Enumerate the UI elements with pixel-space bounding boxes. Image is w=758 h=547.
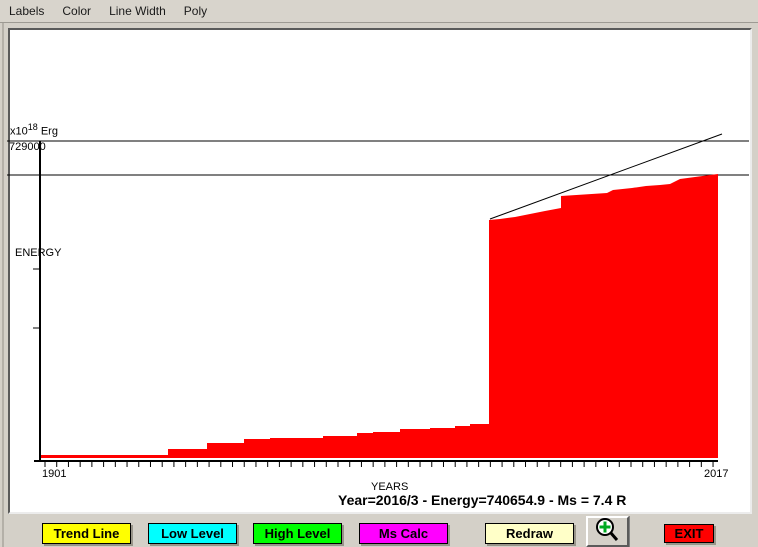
exit-button[interactable]: EXIT	[664, 524, 714, 543]
x-max-tick-label: 2017	[704, 468, 729, 480]
magnifier-plus-icon	[594, 517, 622, 546]
high-level-button[interactable]: High Level	[253, 523, 342, 544]
ms-calc-button[interactable]: Ms Calc	[359, 523, 448, 544]
menu-bar: Labels Color Line Width Poly	[0, 0, 758, 23]
status-readout: Year=2016/3 - Energy=740654.9 - Ms = 7.4…	[338, 492, 627, 508]
trend-line-button[interactable]: Trend Line	[42, 523, 131, 544]
zoom-button[interactable]	[586, 516, 629, 547]
y-axis-title: ENERGY	[15, 245, 61, 261]
menu-labels[interactable]: Labels	[9, 4, 45, 18]
redraw-button[interactable]: Redraw	[485, 523, 574, 544]
window-edge	[2, 0, 4, 547]
chart-plot-area[interactable]	[8, 28, 752, 514]
menu-poly[interactable]: Poly	[183, 4, 208, 18]
y-max-tick-label: 729000	[9, 141, 46, 153]
menu-line-width[interactable]: Line Width	[109, 4, 166, 18]
y-scale-label: x1018 Erg	[10, 122, 58, 138]
x-axis-title: YEARS	[371, 481, 409, 493]
x-min-tick-label: 1901	[42, 468, 67, 480]
menu-color[interactable]: Color	[62, 4, 92, 18]
low-level-button[interactable]: Low Level	[148, 523, 237, 544]
